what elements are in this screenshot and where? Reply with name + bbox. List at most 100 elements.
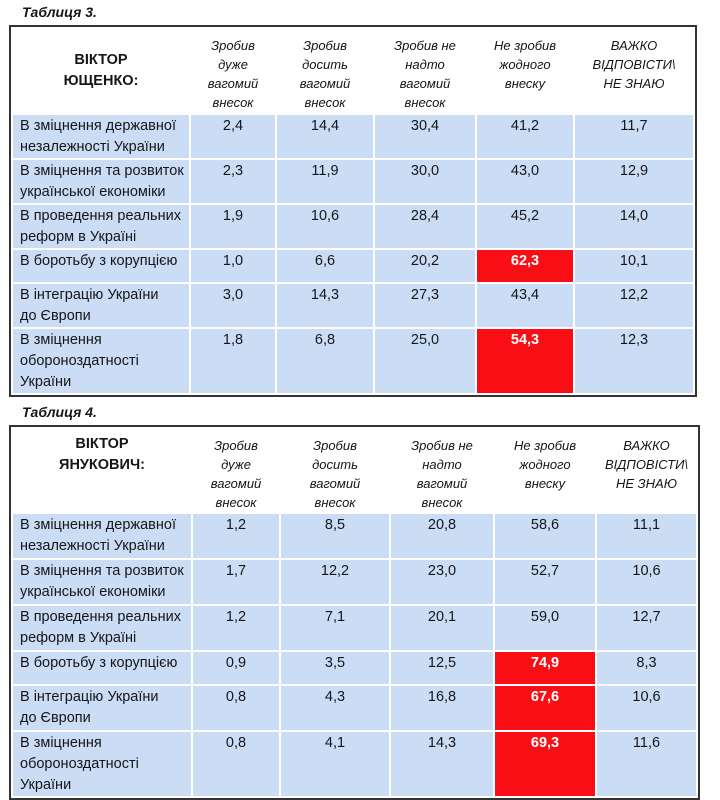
data-cell: 8,5 xyxy=(281,514,389,558)
data-cell: 12,9 xyxy=(575,160,693,203)
data-cell: 27,3 xyxy=(375,284,475,327)
column-header: Не зробив жодного внеску xyxy=(477,29,573,113)
data-cell: 1,2 xyxy=(193,514,279,558)
column-header: Зробив дуже вагомий внесок xyxy=(193,429,279,512)
data-cell: 12,7 xyxy=(597,606,696,650)
header-row: ВІКТОР ЮЩЕНКО: Зробив дуже вагомий внесо… xyxy=(13,29,693,113)
data-cell: 74,9 xyxy=(495,652,595,684)
data-cell: 16,8 xyxy=(391,686,493,730)
data-cell: 8,3 xyxy=(597,652,696,684)
subject-name: ВІКТОР ЯНУКОВИЧ: xyxy=(13,429,191,512)
data-cell: 11,7 xyxy=(575,115,693,158)
row-label: В зміцнення та розвиток української екон… xyxy=(13,160,189,203)
data-cell: 20,1 xyxy=(391,606,493,650)
data-cell: 45,2 xyxy=(477,205,573,248)
data-cell: 1,7 xyxy=(193,560,279,604)
table-row: В проведення реальних реформ в Україні 1… xyxy=(13,606,696,650)
data-cell: 0,8 xyxy=(193,686,279,730)
data-cell: 1,0 xyxy=(191,250,275,282)
table-row: В зміцнення та розвиток української екон… xyxy=(13,160,693,203)
data-cell: 54,3 xyxy=(477,329,573,393)
row-label: В зміцнення державної незалежності Украї… xyxy=(13,115,189,158)
data-cell: 14,3 xyxy=(391,732,493,796)
data-cell: 58,6 xyxy=(495,514,595,558)
table4-caption: Таблиця 4. xyxy=(22,404,97,420)
row-label: В інтеграцію України до Європи xyxy=(13,686,191,730)
data-cell: 3,0 xyxy=(191,284,275,327)
row-label: В проведення реальних реформ в Україні xyxy=(13,205,189,248)
data-cell: 6,6 xyxy=(277,250,373,282)
table-row: В зміцнення державної незалежності Украї… xyxy=(13,514,696,558)
data-cell: 28,4 xyxy=(375,205,475,248)
data-cell: 59,0 xyxy=(495,606,595,650)
column-header: Зробив дуже вагомий внесок xyxy=(191,29,275,113)
data-cell: 12,3 xyxy=(575,329,693,393)
data-cell: 11,6 xyxy=(597,732,696,796)
table-row: В боротьбу з корупцією 1,0 6,6 20,2 62,3… xyxy=(13,250,693,282)
data-cell: 67,6 xyxy=(495,686,595,730)
column-header: Зробив досить вагомий внесок xyxy=(281,429,389,512)
row-label: В інтеграцію України до Європи xyxy=(13,284,189,327)
data-cell: 62,3 xyxy=(477,250,573,282)
data-cell: 10,6 xyxy=(277,205,373,248)
data-cell: 12,2 xyxy=(575,284,693,327)
row-label: В боротьбу з корупцією xyxy=(13,652,191,684)
table3: ВІКТОР ЮЩЕНКО: Зробив дуже вагомий внесо… xyxy=(9,25,697,397)
data-cell: 43,0 xyxy=(477,160,573,203)
data-cell: 23,0 xyxy=(391,560,493,604)
data-cell: 20,8 xyxy=(391,514,493,558)
column-header: ВАЖКО ВІДПОВІСТИ\ НЕ ЗНАЮ xyxy=(597,429,696,512)
data-cell: 14,3 xyxy=(277,284,373,327)
table-row: В інтеграцію України до Європи 3,0 14,3 … xyxy=(13,284,693,327)
data-cell: 0,8 xyxy=(193,732,279,796)
data-cell: 1,8 xyxy=(191,329,275,393)
column-header: Зробив не надто вагомий внесок xyxy=(375,29,475,113)
data-cell: 3,5 xyxy=(281,652,389,684)
data-cell: 4,1 xyxy=(281,732,389,796)
table-row: В зміцнення та розвиток української екон… xyxy=(13,560,696,604)
row-label: В проведення реальних реформ в Україні xyxy=(13,606,191,650)
row-label: В зміцнення та розвиток української екон… xyxy=(13,560,191,604)
data-cell: 69,3 xyxy=(495,732,595,796)
column-header: Зробив не надто вагомий внесок xyxy=(391,429,493,512)
header-row: ВІКТОР ЯНУКОВИЧ: Зробив дуже вагомий вне… xyxy=(13,429,696,512)
data-cell: 30,4 xyxy=(375,115,475,158)
data-cell: 1,9 xyxy=(191,205,275,248)
data-cell: 14,0 xyxy=(575,205,693,248)
data-cell: 20,2 xyxy=(375,250,475,282)
column-header: Не зробив жодного внеску xyxy=(495,429,595,512)
data-cell: 0,9 xyxy=(193,652,279,684)
table-row: В зміцнення обороноздатності України 0,8… xyxy=(13,732,696,796)
data-cell: 4,3 xyxy=(281,686,389,730)
data-cell: 12,2 xyxy=(281,560,389,604)
row-label: В зміцнення обороноздатності України xyxy=(13,329,189,393)
subject-name: ВІКТОР ЮЩЕНКО: xyxy=(13,29,189,113)
row-label: В зміцнення обороноздатності України xyxy=(13,732,191,796)
data-cell: 30,0 xyxy=(375,160,475,203)
row-label: В боротьбу з корупцією xyxy=(13,250,189,282)
data-cell: 25,0 xyxy=(375,329,475,393)
table-row: В боротьбу з корупцією 0,9 3,5 12,5 74,9… xyxy=(13,652,696,684)
data-cell: 2,4 xyxy=(191,115,275,158)
data-cell: 10,6 xyxy=(597,560,696,604)
table-row: В інтеграцію України до Європи 0,8 4,3 1… xyxy=(13,686,696,730)
table-row: В проведення реальних реформ в Україні 1… xyxy=(13,205,693,248)
data-cell: 2,3 xyxy=(191,160,275,203)
data-cell: 1,2 xyxy=(193,606,279,650)
data-cell: 11,1 xyxy=(597,514,696,558)
data-cell: 11,9 xyxy=(277,160,373,203)
data-cell: 12,5 xyxy=(391,652,493,684)
column-header: ВАЖКО ВІДПОВІСТИ\ НЕ ЗНАЮ xyxy=(575,29,693,113)
table4: ВІКТОР ЯНУКОВИЧ: Зробив дуже вагомий вне… xyxy=(9,425,700,800)
column-header: Зробив досить вагомий внесок xyxy=(277,29,373,113)
data-cell: 41,2 xyxy=(477,115,573,158)
table-row: В зміцнення державної незалежності Украї… xyxy=(13,115,693,158)
data-cell: 10,6 xyxy=(597,686,696,730)
data-cell: 43,4 xyxy=(477,284,573,327)
data-cell: 10,1 xyxy=(575,250,693,282)
table-row: В зміцнення обороноздатності України 1,8… xyxy=(13,329,693,393)
row-label: В зміцнення державної незалежності Украї… xyxy=(13,514,191,558)
table3-caption: Таблиця 3. xyxy=(22,4,97,20)
data-cell: 6,8 xyxy=(277,329,373,393)
